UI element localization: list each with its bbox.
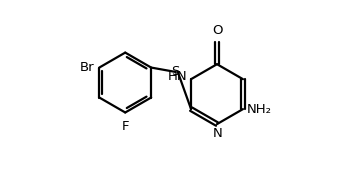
Text: O: O — [212, 24, 222, 37]
Text: N: N — [213, 127, 223, 140]
Text: NH₂: NH₂ — [247, 103, 272, 116]
Text: Br: Br — [80, 61, 95, 74]
Text: F: F — [121, 120, 129, 133]
Text: S: S — [171, 65, 180, 78]
Text: HN: HN — [168, 70, 188, 83]
